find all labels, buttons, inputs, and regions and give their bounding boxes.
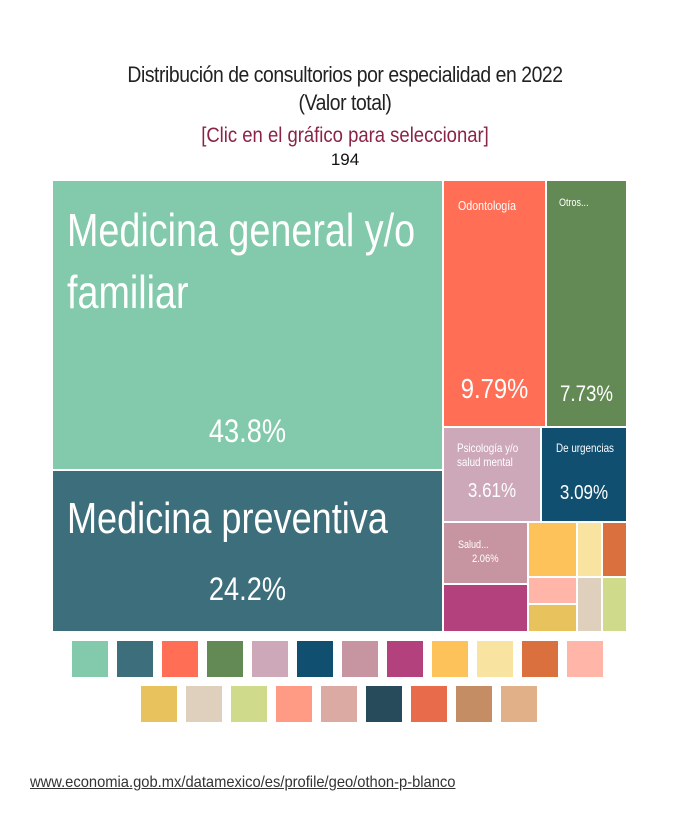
legend-swatch[interactable] bbox=[207, 641, 243, 677]
cell-label: De urgencias bbox=[556, 441, 614, 455]
treemap-cell[interactable] bbox=[602, 522, 627, 577]
legend-swatch[interactable] bbox=[162, 641, 198, 677]
chart-subtitle: (Valor total) bbox=[298, 90, 392, 115]
legend-swatch[interactable] bbox=[321, 686, 357, 722]
cell-percent: 7.73% bbox=[559, 381, 614, 406]
cell-label: Otros... bbox=[559, 197, 589, 209]
legend-swatch[interactable] bbox=[387, 641, 423, 677]
legend-swatch[interactable] bbox=[342, 641, 378, 677]
legend-swatch[interactable] bbox=[522, 641, 558, 677]
treemap-cell[interactable] bbox=[528, 522, 577, 577]
treemap-cell[interactable] bbox=[577, 522, 602, 577]
cell-label: Salud... bbox=[458, 539, 489, 551]
source-link[interactable]: www.economia.gob.mx/datamexico/es/profil… bbox=[30, 774, 456, 791]
legend-swatch[interactable] bbox=[72, 641, 108, 677]
chart-title: Distribución de consultorios por especia… bbox=[127, 62, 563, 87]
legend-swatch[interactable] bbox=[141, 686, 177, 722]
cell-label: Psicología y/o salud mental bbox=[457, 441, 519, 469]
legend-swatch[interactable] bbox=[432, 641, 468, 677]
legend-swatch[interactable] bbox=[186, 686, 222, 722]
legend-swatch[interactable] bbox=[477, 641, 513, 677]
total-value: 194 bbox=[330, 150, 360, 169]
treemap-cell[interactable]: De urgencias 3.09% bbox=[541, 427, 627, 522]
cell-label: Medicina general y/o familiar bbox=[67, 204, 416, 319]
click-instruction: [Clic en el gráfico para seleccionar] bbox=[201, 124, 489, 147]
treemap-cell[interactable] bbox=[528, 577, 577, 604]
cell-percent: 24.2% bbox=[208, 571, 287, 607]
treemap-cell[interactable]: Medicina preventiva 24.2% bbox=[52, 470, 443, 632]
legend-swatch[interactable] bbox=[501, 686, 537, 722]
treemap-cell[interactable]: Otros... 7.73% bbox=[546, 180, 627, 427]
legend-swatch[interactable] bbox=[252, 641, 288, 677]
cell-label: Odontología bbox=[458, 198, 517, 213]
treemap-cell[interactable] bbox=[602, 577, 627, 632]
treemap-cell[interactable]: Salud... 2.06% bbox=[443, 522, 528, 584]
treemap-cell[interactable]: Medicina general y/o familiar 43.8% bbox=[52, 180, 443, 470]
treemap-cell[interactable]: Odontología 9.79% bbox=[443, 180, 546, 427]
cell-percent: 2.06% bbox=[472, 553, 499, 565]
legend-swatch[interactable] bbox=[117, 641, 153, 677]
legend-swatch[interactable] bbox=[456, 686, 492, 722]
cell-label: Medicina preventiva bbox=[67, 494, 388, 543]
cell-percent: 3.61% bbox=[467, 480, 517, 502]
treemap-cell[interactable] bbox=[443, 584, 528, 632]
cell-percent: 3.09% bbox=[559, 482, 609, 504]
legend-swatch[interactable] bbox=[231, 686, 267, 722]
legend-swatch[interactable] bbox=[567, 641, 603, 677]
legend-swatch[interactable] bbox=[411, 686, 447, 722]
cell-percent: 43.8% bbox=[208, 413, 287, 449]
cell-percent: 9.79% bbox=[460, 373, 529, 404]
treemap-cell[interactable]: Psicología y/o salud mental 3.61% bbox=[443, 427, 541, 522]
treemap-cell[interactable] bbox=[528, 604, 577, 632]
legend-swatch[interactable] bbox=[297, 641, 333, 677]
legend-swatch[interactable] bbox=[366, 686, 402, 722]
treemap-cell[interactable] bbox=[577, 577, 602, 632]
legend-swatch[interactable] bbox=[276, 686, 312, 722]
